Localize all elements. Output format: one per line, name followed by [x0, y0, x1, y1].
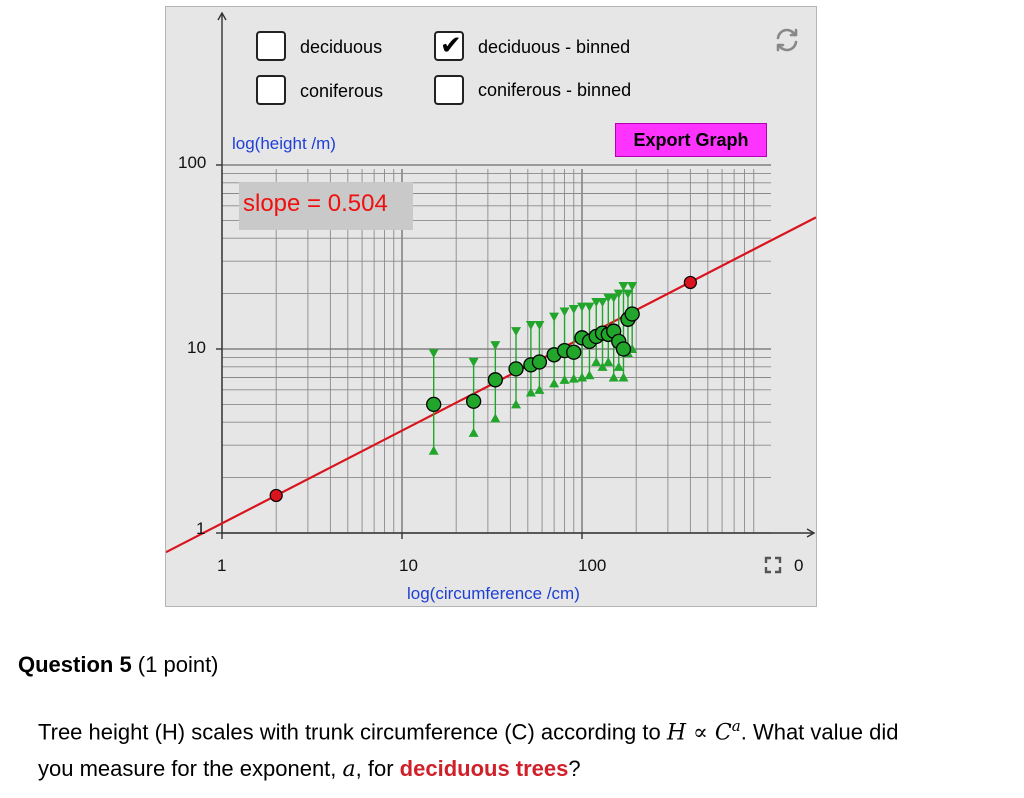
error-bar-upper-marker: [618, 281, 629, 291]
error-bar-upper-marker: [584, 302, 595, 312]
error-bar-lower-marker: [549, 378, 560, 388]
error-bar-upper-marker: [490, 341, 501, 351]
error-bar-lower-marker: [613, 361, 624, 371]
y-axis-label: log(height /m): [232, 134, 336, 153]
error-bar-upper-marker: [549, 312, 560, 322]
checkbox-coniferous-binned[interactable]: [434, 75, 464, 105]
error-bar-upper-marker: [608, 293, 619, 303]
error-bar-lower-marker: [468, 427, 479, 437]
x-tick-partial: 0: [794, 556, 804, 575]
error-bar-upper-marker: [622, 289, 633, 299]
error-bar-upper-marker: [511, 327, 522, 337]
error-bar-lower-marker: [490, 413, 501, 423]
error-bar-upper-marker: [525, 321, 536, 331]
question-text-end: ?: [568, 756, 581, 782]
error-bar-upper-marker: [568, 304, 579, 314]
x-axis-arrow: [806, 528, 816, 538]
error-bar-lower-marker: [591, 356, 602, 366]
question-text: Tree height (H) scales with trunk circum…: [38, 708, 938, 788]
fullscreen-icon[interactable]: [763, 555, 783, 575]
x-tick-10: 10: [399, 556, 418, 575]
question-text-for: , for: [355, 756, 400, 782]
checkbox-coniferous-label: coniferous: [300, 81, 384, 101]
x-tick-1: 1: [217, 556, 227, 575]
checkbox-coniferous-binned-label: coniferous - binned: [478, 80, 632, 100]
checkbox-coniferous[interactable]: [256, 75, 286, 105]
error-bar-lower-marker: [511, 399, 522, 409]
question-highlight: deciduous trees: [399, 756, 569, 782]
question-text-intro: Tree height (H) scales with trunk circum…: [38, 719, 667, 745]
error-bar-lower-marker: [428, 445, 439, 455]
slope-readout: slope = 0.504: [239, 182, 413, 230]
data-point: [624, 306, 640, 322]
formula-height: H: [666, 720, 687, 746]
formula-circumference: C: [714, 720, 732, 746]
formula-exponent: a: [731, 717, 741, 735]
fit-endpoint: [683, 275, 697, 290]
error-bar-upper-marker: [428, 349, 439, 359]
data-point: [465, 393, 482, 409]
y-tick-100: 100: [178, 153, 207, 172]
error-bar-upper-marker: [613, 289, 624, 299]
error-bar-lower-marker: [559, 374, 570, 384]
error-bar-lower-marker: [618, 372, 629, 382]
checkbox-deciduous-label: deciduous: [300, 37, 383, 57]
error-bar-upper-marker: [597, 298, 608, 308]
data-point: [566, 344, 582, 360]
y-tick-10: 10: [187, 338, 206, 357]
data-point: [531, 354, 548, 370]
checkbox-deciduous-binned[interactable]: ✔: [434, 31, 464, 61]
data-point: [508, 361, 524, 377]
graph-panel[interactable]: deciduous ✔ deciduous - binned coniferou…: [165, 6, 817, 607]
error-bar-upper-marker: [468, 357, 479, 367]
plot-area[interactable]: [166, 7, 816, 606]
x-axis-label: log(circumference /cm): [407, 584, 580, 603]
y-tick-1: 1: [196, 519, 206, 538]
error-bar-lower-marker: [584, 370, 595, 380]
data-point: [426, 396, 442, 413]
error-bar-upper-marker: [577, 302, 587, 312]
fit-endpoint: [269, 488, 283, 503]
formula-proportional: ∝: [686, 720, 715, 746]
checkbox-deciduous[interactable]: [256, 31, 286, 61]
question-text-mid: . What value did you measure for the exp…: [38, 719, 899, 782]
error-bar-upper-marker: [534, 321, 545, 331]
error-bar-lower-marker: [525, 387, 536, 397]
error-bar-lower-marker: [608, 372, 619, 382]
data-point: [487, 372, 503, 388]
question-title: Question 5 (1 point): [18, 652, 219, 678]
exponent-variable: a: [342, 757, 356, 783]
error-bar-lower-marker: [534, 384, 545, 394]
error-bar-lower-marker: [577, 372, 587, 382]
error-bar-lower-marker: [597, 361, 608, 371]
checkmark-icon: ✔: [440, 31, 462, 61]
x-tick-100: 100: [578, 556, 607, 575]
error-bar-upper-marker: [627, 281, 638, 291]
error-bar-upper-marker: [591, 298, 602, 308]
error-bar-lower-marker: [568, 373, 579, 383]
error-bar-lower-marker: [603, 356, 614, 366]
export-graph-button[interactable]: Export Graph: [615, 123, 767, 157]
error-bar-upper-marker: [559, 307, 570, 317]
refresh-icon[interactable]: [772, 25, 802, 55]
question-number: Question 5: [18, 652, 132, 677]
question-points: (1 point): [131, 652, 219, 677]
data-point: [615, 341, 632, 357]
checkbox-deciduous-binned-label: deciduous - binned: [478, 37, 631, 57]
y-axis-arrow: [217, 11, 227, 21]
